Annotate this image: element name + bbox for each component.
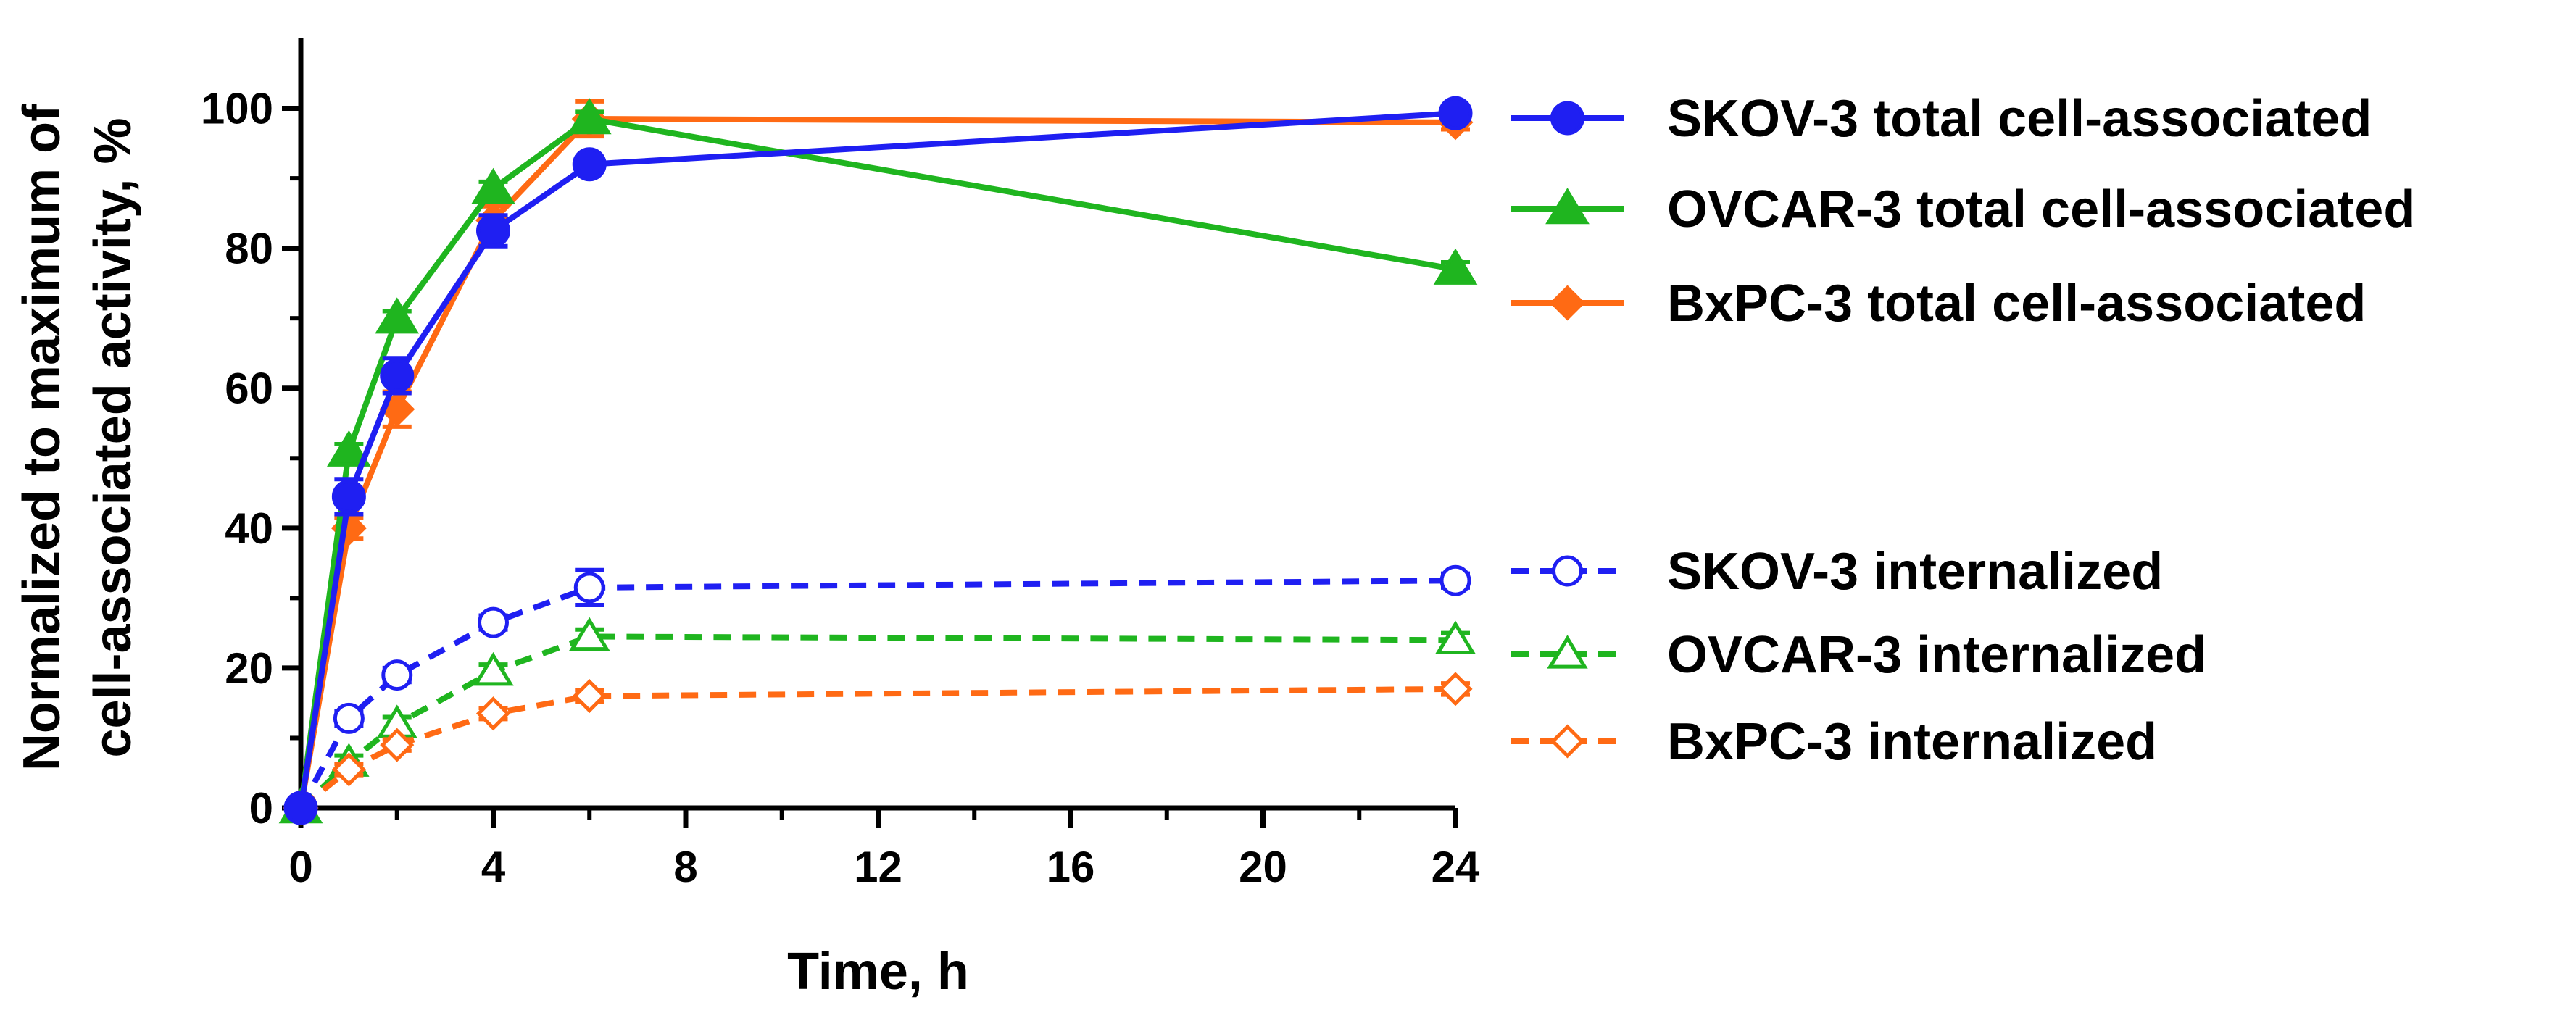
legend-label: BxPC-3 total cell-associated bbox=[1667, 275, 2366, 333]
series-layer bbox=[278, 96, 1478, 826]
legend-item-1: OVCAR-3 total cell-associated bbox=[1511, 180, 2415, 238]
x-tick-label: 12 bbox=[854, 843, 902, 891]
x-axis-title: Time, h bbox=[787, 943, 969, 1001]
legend-marker bbox=[1545, 188, 1590, 225]
y-tick-label: 60 bbox=[225, 364, 273, 413]
series-line bbox=[299, 633, 1456, 810]
legend-marker bbox=[1549, 285, 1586, 321]
legend-item-2: BxPC-3 total cell-associated bbox=[1511, 275, 2366, 333]
data-point bbox=[333, 702, 365, 734]
y-tick-label: 80 bbox=[225, 225, 273, 273]
data-point bbox=[572, 678, 607, 714]
legend-item-0: SKOV-3 total cell-associated bbox=[1511, 90, 2372, 148]
legend-item-5: BxPC-3 internalized bbox=[1511, 713, 2157, 771]
series-3-group bbox=[285, 564, 1471, 824]
data-point bbox=[476, 214, 510, 248]
y-tick-label: 40 bbox=[225, 504, 273, 553]
legend-label: OVCAR-3 total cell-associated bbox=[1667, 180, 2415, 238]
data-point bbox=[1439, 564, 1471, 596]
data-point bbox=[573, 572, 605, 604]
y-axis-title-line-2: cell-associated activity, % bbox=[84, 117, 142, 757]
y-tick-label: 0 bbox=[249, 784, 273, 833]
legend-marker bbox=[1547, 635, 1588, 669]
series-line bbox=[298, 110, 1456, 809]
legend-label: SKOV-3 total cell-associated bbox=[1667, 90, 2372, 148]
data-point bbox=[1433, 248, 1478, 285]
data-point bbox=[471, 167, 515, 204]
data-point bbox=[283, 791, 318, 825]
legend-marker bbox=[1552, 555, 1583, 587]
y-axis-title-line-1: Normalized to maximum of bbox=[13, 104, 71, 771]
x-tick-label: 16 bbox=[1047, 843, 1095, 891]
data-point bbox=[380, 358, 415, 393]
data-point bbox=[331, 479, 366, 514]
legend-marker bbox=[1550, 101, 1584, 136]
data-point bbox=[475, 696, 511, 731]
series-1-group bbox=[278, 98, 1478, 824]
y-tick-label: 100 bbox=[201, 85, 273, 133]
data-point bbox=[569, 617, 610, 651]
legend-label: SKOV-3 internalized bbox=[1667, 543, 2163, 601]
legend-marker bbox=[1550, 724, 1585, 759]
data-point bbox=[473, 651, 514, 686]
x-tick-label: 0 bbox=[288, 843, 312, 891]
data-point bbox=[331, 752, 366, 787]
y-tick-label: 20 bbox=[225, 644, 273, 693]
series-line bbox=[298, 578, 1456, 809]
data-point bbox=[1434, 620, 1476, 654]
data-point bbox=[572, 147, 607, 182]
series-line bbox=[299, 685, 1456, 811]
series-0-group bbox=[283, 96, 1473, 825]
legend: SKOV-3 total cell-associated OVCAR-3 tota… bbox=[1511, 90, 2415, 771]
legend-item-4: OVCAR-3 internalized bbox=[1511, 626, 2206, 684]
legend-label: OVCAR-3 internalized bbox=[1667, 626, 2206, 684]
data-point bbox=[381, 659, 413, 691]
data-point bbox=[375, 297, 420, 334]
series-line bbox=[298, 116, 1456, 809]
data-point bbox=[327, 430, 371, 467]
x-tick-label: 20 bbox=[1239, 843, 1287, 891]
series-line bbox=[298, 116, 1456, 809]
data-point bbox=[567, 98, 612, 135]
series-5-group bbox=[283, 672, 1473, 825]
series-4-group bbox=[280, 617, 1476, 822]
x-tick-label: 4 bbox=[481, 843, 506, 891]
axes: 0 20 40 60 80 100 0 4 8 12 16 20 24 Time, h Normalized… bbox=[13, 38, 1480, 1001]
x-tick-label: 24 bbox=[1432, 843, 1480, 891]
series-2-group bbox=[283, 99, 1474, 826]
data-point bbox=[380, 728, 415, 762]
x-tick-label: 8 bbox=[673, 843, 697, 891]
legend-label: BxPC-3 internalized bbox=[1667, 713, 2157, 771]
data-point bbox=[1438, 672, 1473, 706]
data-point bbox=[478, 606, 509, 638]
legend-item-3: SKOV-3 internalized bbox=[1511, 543, 2163, 601]
data-point bbox=[1438, 96, 1473, 130]
